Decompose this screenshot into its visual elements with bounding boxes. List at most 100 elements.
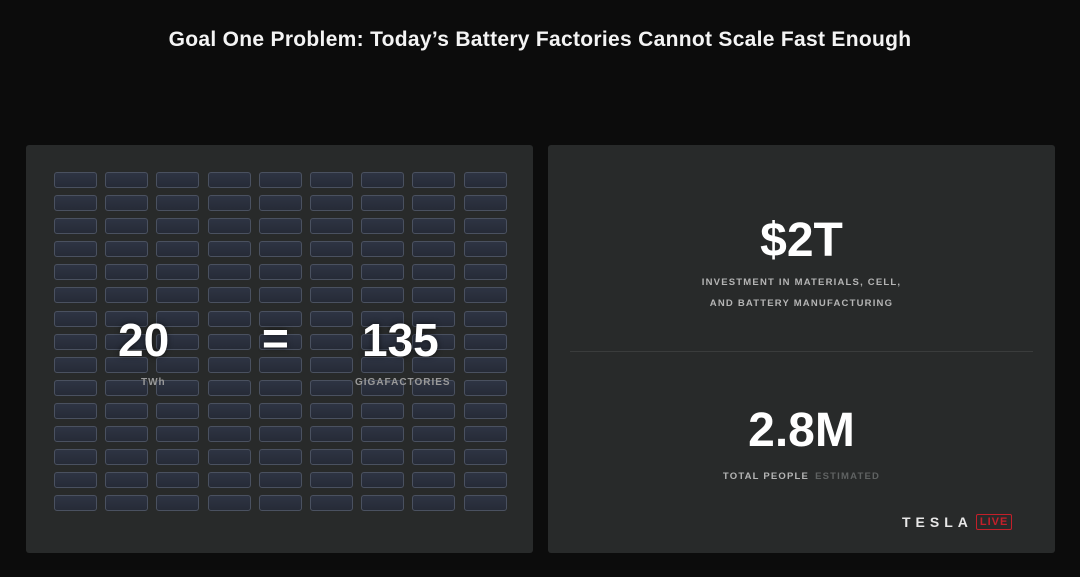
battery-cell — [412, 310, 456, 327]
battery-cell — [156, 426, 200, 443]
battery-cell — [258, 472, 302, 489]
battery-cell — [54, 287, 97, 304]
battery-cell — [207, 264, 251, 281]
battery-cell — [207, 195, 251, 212]
battery-cell — [361, 287, 405, 304]
battery-cell — [258, 172, 302, 188]
battery-cell — [105, 356, 149, 373]
battery-cell — [105, 310, 149, 327]
battery-cell — [207, 472, 251, 489]
gigafactory-count: 135 — [362, 314, 439, 366]
battery-cell — [361, 495, 405, 512]
live-badge: LIVE — [975, 514, 1013, 530]
battery-cell — [207, 310, 251, 327]
battery-cell — [309, 218, 353, 235]
battery-cell — [207, 379, 251, 396]
battery-cell — [156, 356, 200, 373]
battery-cell — [309, 449, 353, 466]
stats-panel: $2T INVESTMENT IN MATERIALS, CELL, AND B… — [548, 145, 1055, 553]
battery-cell — [412, 472, 456, 489]
battery-cell — [258, 218, 302, 235]
battery-cell — [412, 241, 456, 258]
battery-cell — [463, 218, 507, 235]
battery-cell — [156, 172, 200, 188]
battery-cell — [361, 449, 405, 466]
battery-cell — [361, 195, 405, 212]
battery-cell — [463, 241, 507, 258]
battery-cell — [361, 264, 405, 281]
battery-cell — [105, 333, 149, 350]
battery-cell — [105, 495, 149, 512]
battery-cell — [105, 287, 149, 304]
battery-cell — [105, 218, 149, 235]
battery-cell — [463, 379, 507, 396]
investment-label-line2: AND BATTERY MANUFACTURING — [709, 298, 894, 309]
battery-cell — [207, 241, 251, 258]
people-stat: 2.8M TOTAL PEOPLE ESTIMATED — [548, 403, 1055, 483]
battery-cell — [207, 402, 251, 419]
battery-cell — [105, 172, 149, 188]
battery-cell — [258, 356, 302, 373]
battery-cell — [105, 264, 149, 281]
battery-cell — [463, 472, 507, 489]
battery-cell — [361, 241, 405, 258]
battery-cell — [361, 218, 405, 235]
battery-cell — [309, 379, 353, 396]
tesla-live-logo: TESLA LIVE — [902, 511, 1013, 533]
equation: 20 TWh = 135 GIGAFACTORIES — [26, 145, 533, 553]
battery-cell — [412, 495, 456, 512]
battery-cell — [412, 264, 456, 281]
battery-cell — [156, 472, 200, 489]
battery-cell — [54, 264, 97, 281]
battery-cell — [54, 426, 97, 443]
investment-value: $2T — [760, 214, 843, 267]
battery-cell — [412, 195, 456, 212]
battery-cell — [156, 402, 200, 419]
battery-cell — [463, 287, 507, 304]
battery-cell — [361, 172, 405, 188]
battery-cell — [258, 287, 302, 304]
battery-cell — [309, 310, 353, 327]
battery-cell — [412, 402, 456, 419]
people-label: TOTAL PEOPLE ESTIMATED — [548, 470, 1055, 483]
battery-cell — [54, 310, 97, 327]
battery-cell — [54, 379, 97, 396]
battery-cell — [258, 449, 302, 466]
battery-cell — [309, 264, 353, 281]
battery-cell — [412, 218, 456, 235]
battery-cell — [309, 495, 353, 512]
battery-cell — [463, 172, 507, 188]
battery-cell — [54, 356, 97, 373]
battery-cell — [156, 449, 200, 466]
battery-cell — [105, 426, 149, 443]
twh-unit: TWh — [141, 377, 166, 388]
gigafactory-unit: GIGAFACTORIES — [355, 377, 451, 388]
battery-cell — [156, 241, 200, 258]
battery-cell-grid — [54, 172, 507, 512]
battery-cell — [258, 264, 302, 281]
battery-cell — [463, 264, 507, 281]
battery-cell — [105, 379, 149, 396]
battery-cell — [156, 195, 200, 212]
battery-cell — [207, 218, 251, 235]
battery-cell — [258, 426, 302, 443]
battery-cell — [258, 495, 302, 512]
battery-cell — [54, 402, 97, 419]
battery-cell — [361, 356, 405, 373]
battery-cell — [463, 333, 507, 350]
battery-cell — [156, 379, 200, 396]
twh-value: 20 — [118, 314, 170, 366]
battery-cell — [361, 333, 405, 350]
battery-cell — [412, 426, 456, 443]
battery-cell — [361, 379, 405, 396]
battery-cell — [412, 333, 456, 350]
battery-cell — [207, 495, 251, 512]
battery-cell — [258, 195, 302, 212]
divider — [570, 351, 1033, 352]
battery-cell — [54, 495, 97, 512]
battery-cell — [412, 172, 456, 188]
battery-cell — [156, 264, 200, 281]
battery-cell — [105, 449, 149, 466]
slide-title: Goal One Problem: Today’s Battery Factor… — [168, 28, 912, 51]
battery-cell — [105, 402, 149, 419]
